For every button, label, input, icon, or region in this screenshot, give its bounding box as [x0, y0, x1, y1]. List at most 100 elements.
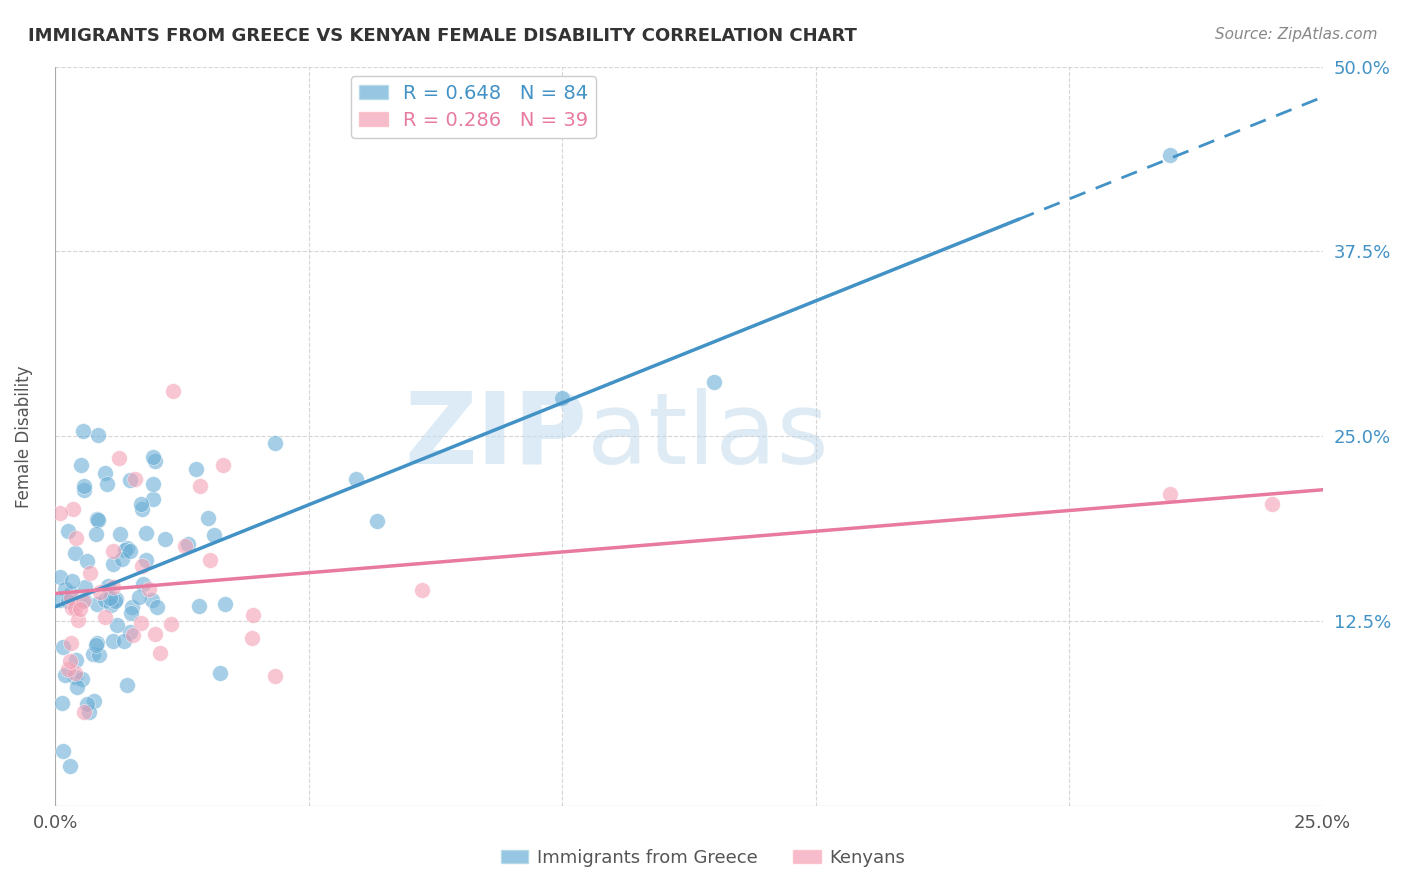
Point	[87, 513, 110, 527]
Text: atlas: atlas	[588, 388, 830, 485]
Point	[66, 680, 89, 694]
Point	[153, 532, 176, 546]
Point	[184, 462, 207, 476]
Point	[138, 582, 160, 596]
Point	[211, 458, 233, 472]
Point	[60, 601, 83, 615]
Point	[188, 599, 211, 613]
Point	[51, 696, 73, 710]
Point	[242, 631, 264, 645]
Point	[56, 662, 79, 676]
Point	[160, 616, 183, 631]
Point	[162, 384, 184, 398]
Text: Source: ZipAtlas.com: Source: ZipAtlas.com	[1215, 27, 1378, 42]
Point	[104, 593, 127, 607]
Point	[411, 582, 433, 597]
Point	[118, 473, 141, 487]
Point	[59, 586, 82, 600]
Point	[56, 594, 79, 608]
Point	[129, 498, 152, 512]
Point	[59, 758, 82, 772]
Point	[703, 376, 725, 390]
Point	[65, 653, 87, 667]
Point	[114, 542, 136, 557]
Point	[131, 502, 153, 516]
Point	[105, 617, 128, 632]
Point	[111, 552, 134, 566]
Point	[72, 424, 94, 438]
Point	[49, 592, 72, 607]
Point	[65, 665, 87, 680]
Point	[264, 669, 287, 683]
Point	[121, 628, 143, 642]
Point	[128, 591, 150, 605]
Point	[60, 636, 83, 650]
Point	[121, 599, 143, 614]
Point	[84, 639, 107, 653]
Point	[72, 594, 94, 608]
Point	[86, 597, 108, 611]
Point	[132, 577, 155, 591]
Point	[177, 537, 200, 551]
Point	[96, 476, 118, 491]
Point	[174, 539, 197, 553]
Point	[70, 458, 93, 473]
Point	[63, 670, 86, 684]
Point	[344, 471, 367, 485]
Point	[197, 510, 219, 524]
Point	[208, 666, 231, 681]
Point	[202, 528, 225, 542]
Point	[59, 654, 82, 668]
Point	[143, 627, 166, 641]
Point	[84, 526, 107, 541]
Point	[214, 597, 236, 611]
Point	[98, 591, 121, 606]
Point	[101, 633, 124, 648]
Point	[1159, 486, 1181, 500]
Point	[82, 648, 104, 662]
Point	[52, 744, 75, 758]
Point	[66, 613, 89, 627]
Point	[62, 502, 84, 516]
Point	[120, 544, 142, 558]
Point	[120, 606, 142, 620]
Point	[117, 677, 139, 691]
Point	[149, 646, 172, 660]
Point	[69, 602, 91, 616]
Point	[73, 580, 96, 594]
Point	[200, 552, 222, 566]
Point	[83, 694, 105, 708]
Point	[142, 477, 165, 491]
Text: ZIP: ZIP	[405, 388, 588, 485]
Point	[76, 554, 98, 568]
Point	[89, 585, 111, 599]
Point	[105, 591, 128, 606]
Point	[366, 515, 388, 529]
Point	[146, 600, 169, 615]
Point	[86, 636, 108, 650]
Point	[100, 599, 122, 613]
Point	[143, 454, 166, 468]
Point	[142, 491, 165, 506]
Point	[101, 557, 124, 571]
Point	[131, 559, 153, 574]
Point	[52, 640, 75, 654]
Point	[142, 450, 165, 464]
Point	[86, 512, 108, 526]
Point	[124, 472, 146, 486]
Point	[115, 541, 138, 555]
Legend: R = 0.648   N = 84, R = 0.286   N = 39: R = 0.648 N = 84, R = 0.286 N = 39	[350, 77, 596, 137]
Point	[58, 524, 80, 538]
Point	[65, 531, 87, 545]
Point	[263, 435, 285, 450]
Point	[73, 483, 96, 497]
Point	[135, 552, 157, 566]
Point	[73, 705, 96, 719]
Point	[101, 544, 124, 558]
Point	[135, 525, 157, 540]
Point	[118, 624, 141, 639]
Point	[1261, 497, 1284, 511]
Point	[79, 706, 101, 720]
Y-axis label: Female Disability: Female Disability	[15, 365, 32, 508]
Point	[87, 648, 110, 663]
